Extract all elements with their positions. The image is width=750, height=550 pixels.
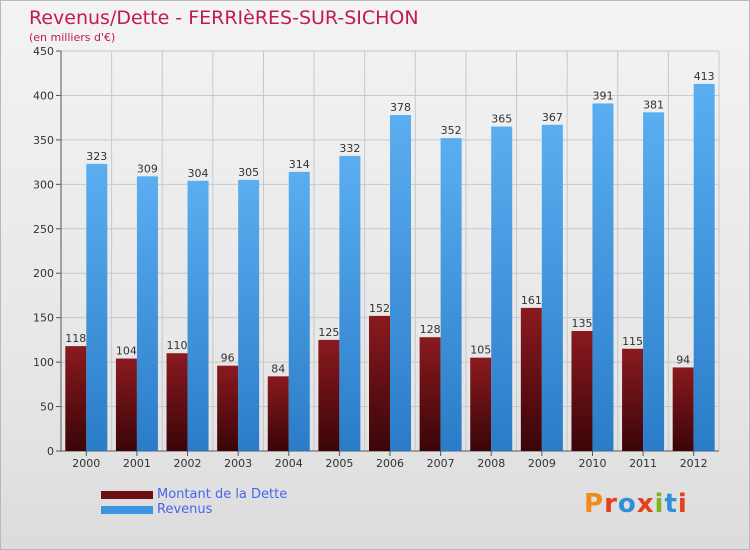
y-tick-label: 200 [33,267,54,280]
bar-dette [65,346,87,451]
bar-revenus [643,112,665,451]
chart-subtitle: (en milliers d'€) [29,31,116,44]
bar-revenus [136,176,158,452]
logo-letter: o [617,489,637,519]
x-tick-label: 2003 [224,457,252,470]
x-tick-label: 2008 [477,457,505,470]
data-label-dette: 110 [167,339,188,352]
bar-revenus [592,103,614,451]
data-label-revenus: 314 [289,158,310,171]
data-label-revenus: 323 [86,150,107,163]
y-tick-label: 0 [47,445,54,458]
y-tick-label: 250 [33,223,54,236]
x-tick-label: 2011 [629,457,657,470]
logo-letter: x [636,489,655,519]
bar-revenus [390,115,411,451]
data-label-revenus: 352 [441,124,462,137]
legend: Montant de la Dette Revenus [101,487,287,517]
data-label-dette: 84 [271,362,285,375]
x-tick-label: 2007 [427,457,455,470]
bar-dette [369,315,390,451]
logo-letter: i [677,489,688,519]
bar-dette [672,367,694,451]
bar-dette [520,307,542,451]
x-tick-label: 2000 [72,457,100,470]
chart-title: Revenus/Dette - FERRIèRES-SUR-SICHON [29,7,419,29]
bar-dette [115,358,137,451]
y-tick-label: 300 [33,178,54,191]
data-label-revenus: 391 [592,89,613,102]
x-tick-label: 2009 [528,457,556,470]
data-label-revenus: 332 [339,142,360,155]
y-tick-label: 50 [40,401,54,414]
proxiti-logo: Proxiti [584,489,688,519]
legend-swatch-dette [101,490,153,499]
y-tick-label: 350 [33,134,54,147]
x-tick-label: 2002 [174,457,202,470]
data-label-revenus: 304 [188,167,209,180]
y-tick-label: 100 [33,356,54,369]
data-label-dette: 94 [676,353,690,366]
data-label-revenus: 305 [238,166,259,179]
data-label-dette: 96 [221,352,235,365]
bar-dette [622,348,644,451]
bar-revenus [187,180,209,451]
data-label-dette: 125 [318,326,339,339]
x-tick-label: 2001 [123,457,151,470]
bar-revenus [339,155,361,451]
y-tick-label: 150 [33,312,54,325]
logo-letter: i [654,489,665,519]
y-tick-label: 450 [33,45,54,58]
x-tick-label: 2004 [275,457,303,470]
data-label-dette: 161 [521,294,542,307]
data-label-dette: 135 [571,317,592,330]
data-label-revenus: 309 [137,162,158,175]
bar-dette [217,365,239,451]
data-label-dette: 105 [470,344,491,357]
data-label-dette: 104 [116,345,137,358]
x-tick-label: 2005 [325,457,353,470]
bar-dette [166,353,188,451]
legend-label-revenus: Revenus [157,502,213,517]
bar-revenus [288,171,310,451]
data-label-revenus: 381 [643,98,664,111]
bar-dette [470,357,492,451]
logo-letter: P [584,489,605,519]
data-label-dette: 115 [622,335,643,348]
data-label-dette: 128 [420,323,441,336]
data-label-revenus: 367 [542,111,563,124]
data-label-revenus: 413 [694,70,715,83]
bar-dette [571,331,593,451]
x-tick-label: 2012 [680,457,708,470]
legend-label-dette: Montant de la Dette [157,487,288,502]
data-label-dette: 118 [65,332,86,345]
bar-dette [419,337,441,451]
x-tick-label: 2010 [578,457,606,470]
bar-revenus [693,83,715,451]
legend-item-revenus: Revenus [101,502,287,517]
logo-letter: r [604,489,618,519]
x-tick-label: 2006 [376,457,404,470]
legend-swatch-revenus [101,505,153,514]
data-label-dette: 152 [369,302,390,315]
data-label-revenus: 365 [491,113,512,126]
bar-dette [318,339,340,451]
bar-dette [267,376,289,451]
data-label-revenus: 378 [390,101,411,114]
legend-item-dette: Montant de la Dette [101,487,287,502]
bar-revenus [238,179,260,451]
bar-revenus [440,138,462,451]
logo-letter: t [664,489,678,519]
y-tick-label: 400 [33,89,54,102]
bar-revenus [491,126,513,452]
bar-revenus [86,163,108,451]
bar-revenus [541,124,563,452]
